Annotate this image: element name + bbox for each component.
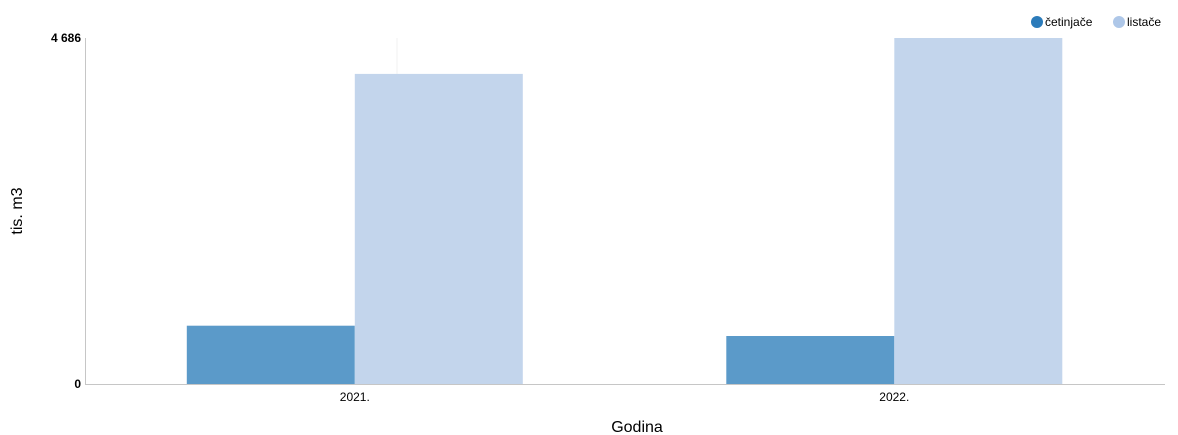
- bar-listace-2022[interactable]: [894, 38, 1063, 384]
- legend-label-cetinjace: četinjače: [1045, 15, 1093, 29]
- legend-label-listace: listače: [1127, 15, 1161, 29]
- x-tick-label: 2021.: [340, 390, 370, 404]
- y-axis-title: tis. m3: [9, 187, 26, 234]
- plot-area: [85, 38, 1165, 385]
- y-axis-ticks: 4 686 0: [51, 31, 81, 391]
- bar-cetinjace-2021[interactable]: [186, 325, 355, 384]
- x-axis-title: Godina: [611, 419, 663, 435]
- bar-cetinjace-2022[interactable]: [726, 336, 895, 384]
- legend-swatch-listace: [1113, 16, 1125, 28]
- x-tick-label: 2022.: [879, 390, 909, 404]
- legend: četinjače listače: [1031, 15, 1161, 29]
- bars: [186, 38, 1063, 385]
- legend-swatch-cetinjace: [1031, 16, 1043, 28]
- y-tick-label-min: 0: [74, 377, 81, 391]
- legend-item-cetinjace[interactable]: četinjače: [1031, 15, 1093, 29]
- bar-listace-2021[interactable]: [354, 73, 523, 385]
- y-tick-label-max: 4 686: [51, 31, 81, 45]
- legend-item-listace[interactable]: listače: [1113, 15, 1161, 29]
- x-axis-ticks: 2021. 2022.: [340, 390, 910, 404]
